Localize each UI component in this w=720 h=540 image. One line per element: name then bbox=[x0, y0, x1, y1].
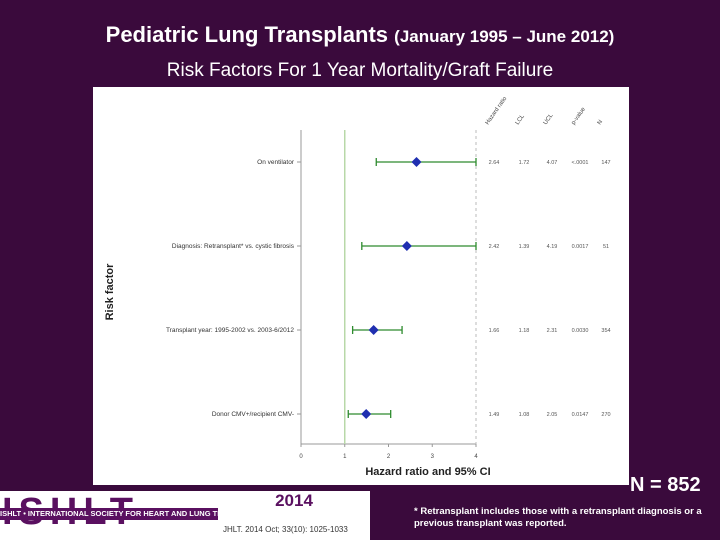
row-value: 1.66 bbox=[489, 328, 500, 334]
row-value: 51 bbox=[603, 244, 609, 250]
logo-strip: ISHLT • INTERNATIONAL SOCIETY FOR HEART … bbox=[0, 508, 218, 520]
row-value: 2.31 bbox=[547, 328, 558, 334]
row-label: Diagnosis: Retransplant* vs. cystic fibr… bbox=[172, 243, 295, 250]
row-value: 4.19 bbox=[547, 244, 558, 250]
hazard-ratio-point bbox=[368, 325, 379, 335]
row-value: 2.42 bbox=[489, 244, 500, 250]
hazard-ratio-point bbox=[401, 241, 412, 251]
row-value: 1.18 bbox=[519, 328, 530, 334]
row-value: 2.05 bbox=[547, 412, 558, 418]
row-value: 147 bbox=[601, 160, 610, 166]
x-tick-label: 3 bbox=[431, 454, 435, 460]
row-value: 1.39 bbox=[519, 244, 530, 250]
column-header: LCL bbox=[515, 113, 527, 126]
ishlt-logo: ISHLT ISHLT • INTERNATIONAL SOCIETY FOR … bbox=[0, 491, 218, 540]
column-header: UCL bbox=[543, 112, 555, 126]
forest-plot-panel: Risk factor Hazard ratio and 95% CI 0 1 2 3… bbox=[93, 87, 629, 485]
row-value: 0.0030 bbox=[572, 328, 589, 334]
row-label: On ventilator bbox=[257, 159, 295, 166]
chart-subtitle: Risk Factors For 1 Year Mortality/Graft … bbox=[166, 60, 554, 81]
citation: JHLT. 2014 Oct; 33(10): 1025-1033 bbox=[223, 525, 348, 534]
title-main: Pediatric Lung Transplants bbox=[105, 22, 389, 47]
hazard-ratio-point bbox=[361, 409, 372, 419]
row-label: Transplant year: 1995-2002 vs. 2003-6/20… bbox=[166, 327, 294, 334]
y-axis-label: Risk factor bbox=[104, 263, 116, 321]
row-value: 1.72 bbox=[519, 160, 530, 166]
row-label: Donor CMV+/recipient CMV- bbox=[212, 411, 294, 418]
row-value: 1.08 bbox=[519, 412, 530, 418]
column-header: Hazard ratio bbox=[485, 95, 509, 126]
x-tick-label: 2 bbox=[387, 454, 391, 460]
x-axis-label: Hazard ratio and 95% CI bbox=[365, 466, 490, 478]
column-header: p-value bbox=[571, 106, 588, 126]
x-tick-label: 4 bbox=[474, 454, 478, 460]
x-tick-label: 0 bbox=[299, 454, 303, 460]
year-box: 2014 JHLT. 2014 Oct; 33(10): 1025-1033 bbox=[218, 491, 370, 540]
row-value: 1.49 bbox=[489, 412, 500, 418]
row-value: 270 bbox=[601, 412, 610, 418]
report-year: 2014 bbox=[275, 491, 313, 510]
sample-size: N = 852 bbox=[630, 474, 701, 496]
column-header: N bbox=[597, 119, 604, 126]
footnote: * Retransplant includes those with a ret… bbox=[414, 506, 702, 529]
chart-title: Pediatric Lung Transplants (January 1995… bbox=[0, 22, 720, 48]
forest-plot: Risk factor Hazard ratio and 95% CI 0 1 2 3… bbox=[104, 95, 611, 478]
row-value: 0.0017 bbox=[572, 244, 589, 250]
row-value: 4.07 bbox=[547, 160, 558, 166]
hazard-ratio-point bbox=[411, 157, 422, 167]
row-value: 0.0147 bbox=[572, 412, 589, 418]
x-tick-label: 1 bbox=[343, 454, 347, 460]
row-value: 2.64 bbox=[489, 160, 500, 166]
row-value: 354 bbox=[601, 328, 610, 334]
row-value: <.0001 bbox=[572, 160, 589, 166]
title-dates: (January 1995 – June 2012) bbox=[394, 27, 615, 46]
